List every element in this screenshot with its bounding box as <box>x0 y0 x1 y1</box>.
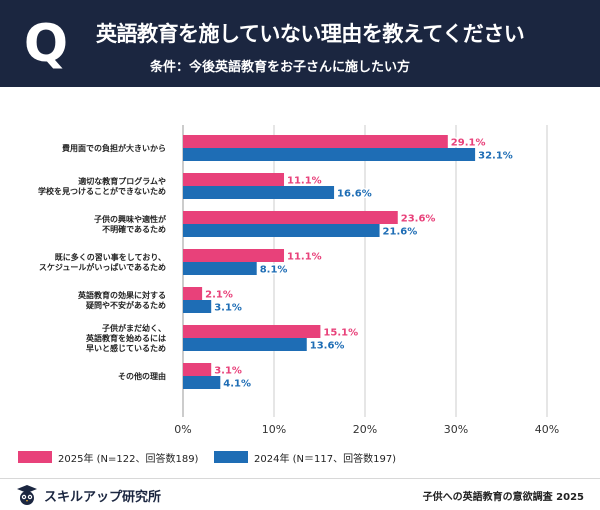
category-label: 子供がまだ幼く、英語教育を始めるには早いと感じているため <box>85 323 166 353</box>
legend-item-2024: 2024年 (N＝117、回答数197) <box>214 447 396 467</box>
category-label-line: 子供がまだ幼く、 <box>102 323 166 333</box>
category-label-line: スケジュールがいっぱいであるため <box>39 262 166 272</box>
bar-2024 <box>183 338 307 351</box>
data-label: 4.1% <box>223 379 251 390</box>
data-label: 15.1% <box>323 328 358 339</box>
category-label-line: 英語教育の効果に対する <box>77 290 166 300</box>
bar-2025 <box>183 325 321 338</box>
bar-2025 <box>183 249 285 262</box>
bar-2025 <box>183 287 203 300</box>
source-label: 子供への英語教育の意欲調査 2025 <box>422 492 584 503</box>
legend-label-2025: 2025年 (N=122、回答数189) <box>58 453 199 465</box>
x-tick-label: 40% <box>535 423 559 436</box>
category-label-line: 適切な教育プログラムや <box>78 176 166 186</box>
data-label: 3.1% <box>214 366 242 377</box>
bar-2024 <box>183 262 257 275</box>
legend: 2025年 (N=122、回答数189) 2024年 (N＝117、回答数197… <box>18 447 578 467</box>
legend-swatch-2025 <box>18 451 52 463</box>
chart-area: 0% 10% 20% 30% 40% 費用面での負担が大きいから 29.1% 32.1% 適切な… <box>0 87 600 470</box>
category-label-line: 子供の興味や適性が <box>94 214 167 224</box>
bar-2025 <box>183 135 448 148</box>
page-title: 英語教育を施していない理由を教えてください <box>96 22 525 46</box>
data-label: 3.1% <box>214 303 242 314</box>
x-tick-label: 0% <box>174 423 191 436</box>
bar-2024 <box>183 186 335 199</box>
data-label: 16.6% <box>337 189 372 200</box>
bar-2025 <box>183 173 285 186</box>
data-label: 8.1% <box>260 265 288 276</box>
bar-2025 <box>183 363 212 376</box>
legend-label-2024: 2024年 (N＝117、回答数197) <box>254 453 397 465</box>
bar-2024 <box>183 224 380 237</box>
category-label-line: 早いと感じているため <box>86 343 166 353</box>
legend-item-2025: 2025年 (N=122、回答数189) <box>18 447 198 467</box>
data-label: 11.1% <box>287 252 322 263</box>
category-label: 英語教育の効果に対する疑問や不安があるため <box>77 290 166 310</box>
bar-chart: 0% 10% 20% 30% 40% 費用面での負担が大きいから 29.1% 32.1% 適切な… <box>38 125 559 436</box>
data-label: 2.1% <box>205 290 233 301</box>
data-label: 32.1% <box>478 151 513 162</box>
footer: スキルアップ研究所 子供への英語教育の意欲調査 2025 <box>0 478 600 510</box>
page-subtitle: 条件：今後英語教育をお子さんに施したい方 <box>150 60 411 75</box>
x-tick-label: 10% <box>262 423 286 436</box>
category-label-line: 英語教育を始めるには <box>85 333 166 343</box>
graduate-owl-icon <box>17 485 37 505</box>
data-label: 11.1% <box>287 176 322 187</box>
question-icon: Q <box>23 14 69 74</box>
bar-2024 <box>183 148 476 161</box>
category-label: その他の理由 <box>118 371 166 381</box>
x-tick-label: 30% <box>444 423 468 436</box>
legend-swatch-2024 <box>214 451 248 463</box>
category-label-line: 疑問や不安があるため <box>86 300 166 310</box>
category-label: 既に多くの習い事をしており、スケジュールがいっぱいであるため <box>39 252 166 272</box>
category-label-line: その他の理由 <box>118 371 166 381</box>
category-label: 費用面での負担が大きいから <box>62 143 166 153</box>
x-tick-label: 20% <box>353 423 377 436</box>
category-label: 子供の興味や適性が不明確であるため <box>94 214 167 234</box>
category-label-line: 不明確であるため <box>102 224 166 234</box>
bar-2025 <box>183 211 398 224</box>
header: Q 英語教育を施していない理由を教えてください 条件：今後英語教育をお子さんに施… <box>0 0 600 87</box>
data-label: 13.6% <box>310 341 345 352</box>
brand: スキルアップ研究所 <box>16 483 161 507</box>
category-label: 適切な教育プログラムや学校を見つけることができないため <box>38 176 166 196</box>
data-label: 23.6% <box>401 214 436 225</box>
category-label-line: 費用面での負担が大きいから <box>62 143 166 153</box>
category-label-line: 既に多くの習い事をしており、 <box>55 252 166 262</box>
bar-2024 <box>183 300 212 313</box>
data-label: 21.6% <box>383 227 418 238</box>
category-label-line: 学校を見つけることができないため <box>38 186 166 196</box>
bar-2024 <box>183 376 221 389</box>
data-label: 29.1% <box>451 138 486 149</box>
brand-name: スキルアップ研究所 <box>44 489 162 505</box>
